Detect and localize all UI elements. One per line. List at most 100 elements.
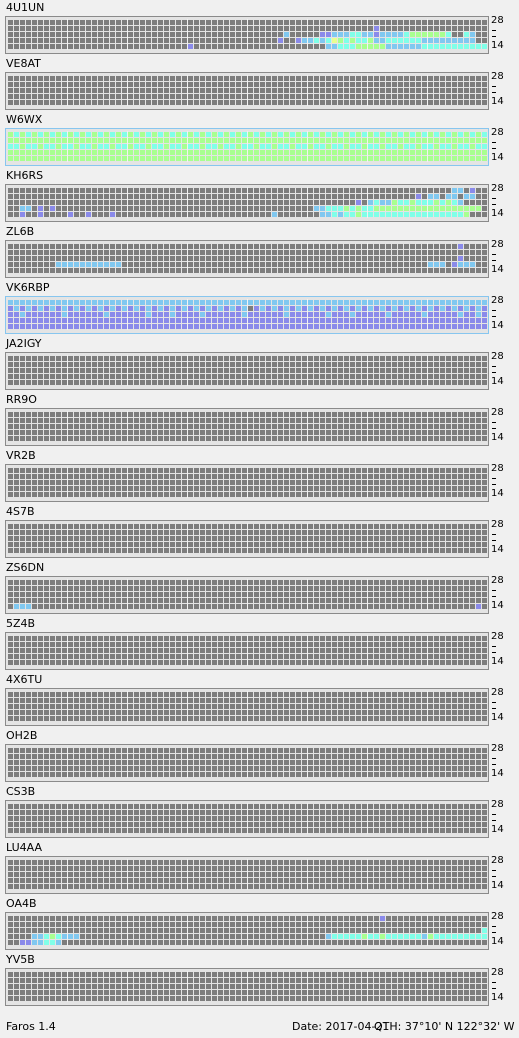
signal-cell-empty (434, 660, 439, 665)
signal-cell-empty (146, 536, 151, 541)
signal-cell-empty (248, 362, 253, 367)
signal-cell-strong (362, 44, 367, 49)
signal-cell-strong (254, 150, 259, 155)
signal-cell-empty (140, 430, 145, 435)
signal-cell-empty (128, 660, 133, 665)
signal-cell-empty (170, 660, 175, 665)
signal-cell-empty (476, 536, 481, 541)
signal-cell-empty (158, 374, 163, 379)
signal-cell-empty (194, 256, 199, 261)
signal-cell-fair (284, 312, 289, 317)
signal-cell-empty (290, 32, 295, 37)
signal-grid[interactable] (5, 520, 489, 558)
signal-cell-empty (362, 268, 367, 273)
signal-grid[interactable] (5, 464, 489, 502)
signal-cell-empty (74, 76, 79, 81)
signal-cell-good (332, 206, 337, 211)
signal-cell-empty (236, 368, 241, 373)
signal-cell-empty (332, 548, 337, 553)
signal-grid[interactable] (5, 576, 489, 614)
signal-grid[interactable] (5, 72, 489, 110)
signal-cell-empty (38, 374, 43, 379)
signal-cell-weak (428, 312, 433, 317)
signal-grid[interactable] (5, 296, 489, 334)
signal-cell-empty (218, 206, 223, 211)
signal-cell-empty (200, 480, 205, 485)
signal-cell-good (410, 132, 415, 137)
signal-cell-empty (116, 468, 121, 473)
signal-cell-empty (440, 592, 445, 597)
signal-cell-empty (104, 468, 109, 473)
signal-cell-empty (170, 486, 175, 491)
signal-cell-empty (464, 648, 469, 653)
signal-cell-empty (104, 206, 109, 211)
band-tick (492, 534, 496, 535)
signal-cell-empty (98, 636, 103, 641)
signal-cell-weak (314, 306, 319, 311)
signal-grid[interactable] (5, 240, 489, 278)
signal-cell-empty (290, 430, 295, 435)
signal-cell-empty (86, 654, 91, 659)
signal-grid[interactable] (5, 16, 489, 54)
signal-cell-empty (320, 480, 325, 485)
signal-cell-empty (350, 636, 355, 641)
signal-cell-empty (368, 368, 373, 373)
signal-cell-empty (344, 604, 349, 609)
signal-cell-empty (392, 598, 397, 603)
signal-grid[interactable] (5, 632, 489, 670)
signal-grid[interactable] (5, 184, 489, 222)
signal-cell-empty (98, 542, 103, 547)
signal-cell-empty (206, 244, 211, 249)
signal-cell-empty (386, 430, 391, 435)
signal-cell-empty (398, 194, 403, 199)
signal-cell-empty (146, 188, 151, 193)
signal-cell-empty (32, 206, 37, 211)
signal-cell-empty (122, 412, 127, 417)
signal-cell-weak (410, 306, 415, 311)
signal-cell-empty (146, 598, 151, 603)
signal-cell-strong (458, 138, 463, 143)
signal-cell-empty (344, 654, 349, 659)
signal-cell-fair (446, 194, 451, 199)
signal-cell-empty (242, 636, 247, 641)
signal-cell-empty (80, 26, 85, 31)
signal-cell-empty (338, 88, 343, 93)
signal-cell-empty (308, 32, 313, 37)
signal-cell-empty (428, 356, 433, 361)
signal-cell-empty (62, 268, 67, 273)
signal-cell-weak (134, 312, 139, 317)
signal-cell-empty (248, 100, 253, 105)
signal-grid[interactable] (5, 408, 489, 446)
signal-cell-empty (116, 100, 121, 105)
signal-cell-empty (434, 604, 439, 609)
signal-cell-empty (344, 194, 349, 199)
signal-cell-empty (140, 542, 145, 547)
signal-cell-empty (212, 94, 217, 99)
signal-cell-empty (284, 188, 289, 193)
signal-cell-empty (62, 194, 67, 199)
signal-cell-empty (116, 94, 121, 99)
signal-cell-empty (206, 542, 211, 547)
signal-cell-empty (374, 486, 379, 491)
signal-cell-empty (56, 200, 61, 205)
signal-cell-empty (110, 548, 115, 553)
signal-cell-empty (236, 418, 241, 423)
hour-separator (367, 19, 368, 50)
signal-cell-empty (56, 188, 61, 193)
signal-cell-empty (104, 88, 109, 93)
hour-separator (187, 355, 188, 386)
signal-cell-empty (422, 436, 427, 441)
signal-grid[interactable] (5, 688, 489, 726)
signal-grid[interactable] (5, 128, 489, 166)
signal-cell-empty (338, 244, 343, 249)
signal-cell-empty (254, 642, 259, 647)
signal-cell-empty (428, 412, 433, 417)
signal-cell-empty (8, 100, 13, 105)
signal-cell-empty (182, 436, 187, 441)
signal-cell-weak (20, 324, 25, 329)
signal-cell-weak (464, 324, 469, 329)
signal-cell-empty (44, 592, 49, 597)
signal-cell-empty (182, 580, 187, 585)
signal-grid[interactable] (5, 352, 489, 390)
signal-cell-empty (176, 362, 181, 367)
